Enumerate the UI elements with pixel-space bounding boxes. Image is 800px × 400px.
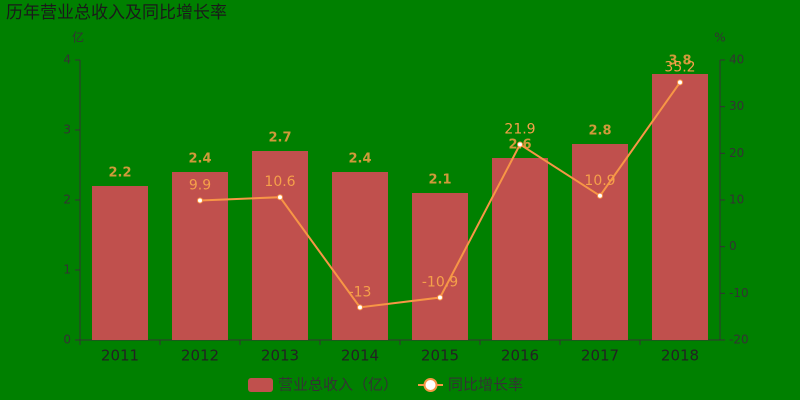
- y-tick-label: 3: [63, 123, 71, 137]
- line-point: [357, 304, 363, 311]
- x-tick-label: 2016: [501, 347, 539, 365]
- x-tick-label: 2014: [341, 347, 379, 365]
- bar-label: 2.7: [268, 131, 291, 146]
- y2-tick-label: -10: [729, 286, 749, 300]
- x-tick-label: 2015: [421, 347, 459, 365]
- bar-label: 2.1: [428, 173, 451, 188]
- y2-tick-label: 0: [729, 239, 737, 253]
- y2-tick-label: 30: [729, 99, 744, 113]
- line-point: [677, 79, 683, 86]
- x-tick-label: 2018: [661, 347, 699, 365]
- x-tick-label: 2013: [261, 347, 299, 365]
- line-point: [517, 141, 523, 148]
- x-tick-label: 2012: [181, 347, 219, 365]
- x-tick-label: 2011: [101, 347, 139, 365]
- legend-label: 营业总收入（亿）: [278, 376, 398, 394]
- bar: [252, 151, 308, 340]
- line-label: 10.6: [264, 174, 295, 190]
- line-point: [277, 194, 283, 201]
- bar: [652, 74, 708, 340]
- chart-title: 历年营业总收入及同比增长率: [6, 3, 227, 23]
- bar-label: 2.4: [188, 152, 211, 167]
- y2-tick-label: 20: [729, 146, 744, 160]
- y2-tick-label: -20: [729, 333, 749, 347]
- bar: [172, 172, 228, 340]
- bar-label: 2.8: [588, 124, 611, 139]
- bar: [572, 144, 628, 340]
- legend-swatch-point: [423, 378, 438, 392]
- line-point: [437, 294, 443, 301]
- bar-label: 3.8: [668, 54, 691, 69]
- y2-tick-label: 40: [729, 53, 744, 67]
- bar: [92, 186, 148, 340]
- y-tick-label: 0: [63, 333, 71, 347]
- y-tick-label: 2: [63, 193, 71, 207]
- y2-unit: %: [714, 31, 725, 45]
- y-tick-label: 4: [63, 53, 71, 67]
- line-label: 10.9: [584, 173, 615, 189]
- legend-swatch: [248, 378, 273, 392]
- legend-label: 同比增长率: [448, 376, 523, 394]
- bar: [492, 158, 548, 340]
- line-label: -10.9: [422, 275, 458, 291]
- bar-label: 2.2: [108, 166, 131, 181]
- bar: [412, 193, 468, 340]
- y2-tick-label: 10: [729, 193, 744, 207]
- bar: [332, 172, 388, 340]
- bar-label: 2.4: [348, 152, 371, 167]
- x-tick-label: 2017: [581, 347, 619, 365]
- line-label: 21.9: [504, 121, 535, 137]
- line-point: [597, 192, 603, 199]
- line-point: [197, 197, 203, 204]
- line-label: 35.2: [664, 59, 695, 75]
- line-label: -13: [349, 284, 372, 300]
- y-tick-label: 1: [63, 263, 71, 277]
- y-unit: 亿: [72, 30, 84, 45]
- line-label: 9.9: [189, 177, 211, 193]
